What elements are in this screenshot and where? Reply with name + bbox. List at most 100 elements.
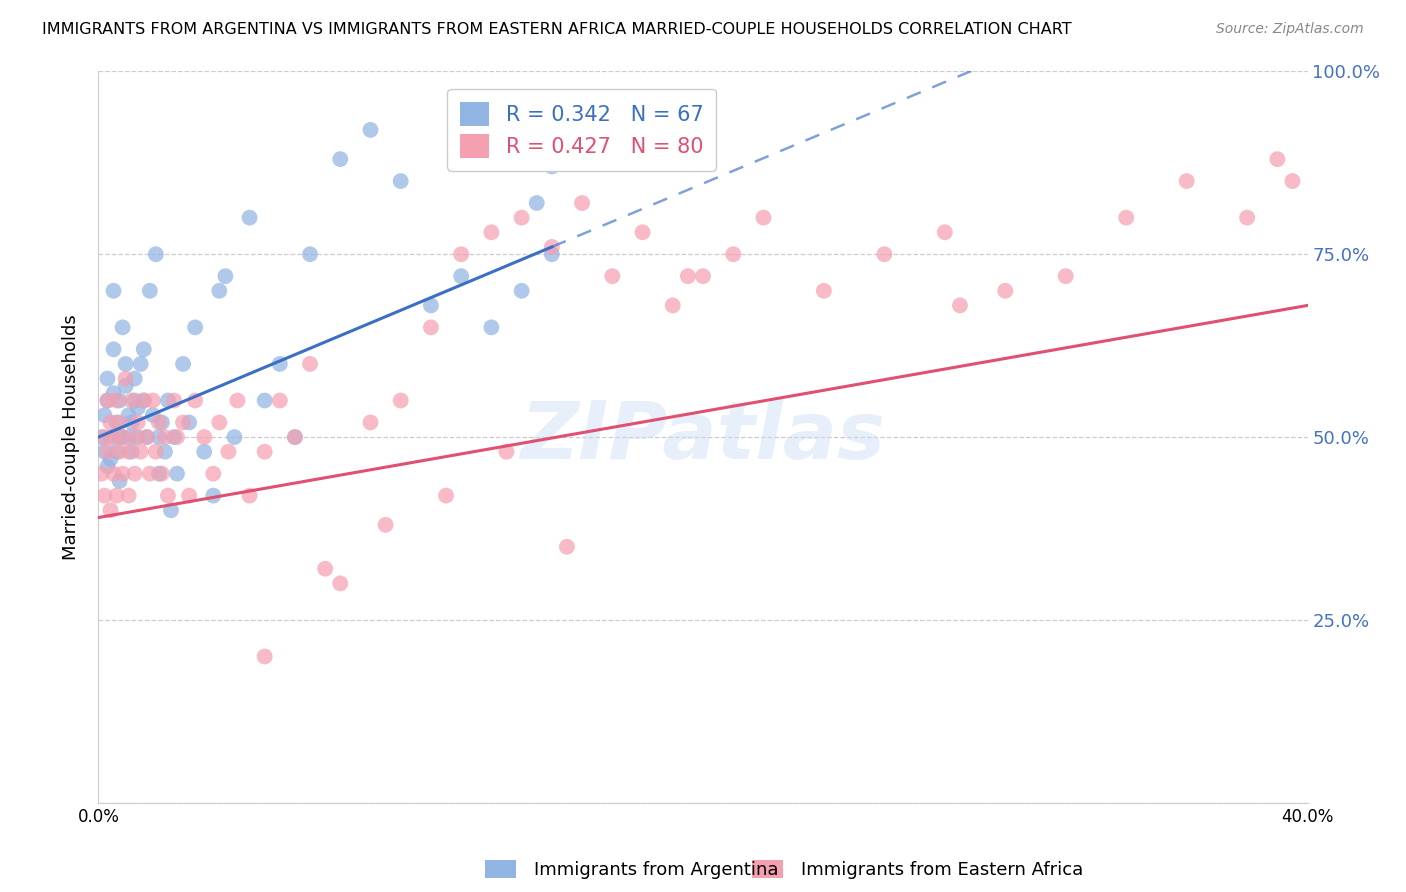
Point <box>111 430 134 444</box>
Point <box>118 408 141 422</box>
Text: IMMIGRANTS FROM ARGENTINA VS IMMIGRANTS FROM EASTERN AFRICA MARRIED-COUPLE HOUSE: IMMIGRANTS FROM ARGENTINA VS IMMIGRANTS … <box>42 22 1071 37</box>
Point <box>103 343 125 357</box>
Point <box>121 416 143 430</box>
Point <box>723 247 745 261</box>
Point <box>114 357 136 371</box>
Point <box>813 284 835 298</box>
Point <box>934 225 956 239</box>
Point <box>148 416 170 430</box>
Point <box>105 489 128 503</box>
Text: Immigrants from Argentina: Immigrants from Argentina <box>534 861 779 879</box>
Point <box>239 211 262 225</box>
Point <box>226 393 249 408</box>
Point <box>90 467 112 481</box>
Point <box>224 430 246 444</box>
Point <box>156 393 179 408</box>
Point <box>145 247 167 261</box>
Point <box>239 489 262 503</box>
Point <box>100 452 122 467</box>
Point <box>114 379 136 393</box>
Point <box>148 467 170 481</box>
Point <box>93 430 115 444</box>
Point <box>172 416 194 430</box>
Point <box>540 160 562 174</box>
Point <box>108 444 131 458</box>
Point <box>214 269 236 284</box>
Point <box>253 393 276 408</box>
Point <box>994 284 1017 298</box>
Point <box>1054 269 1077 284</box>
Point <box>93 408 115 422</box>
Point <box>193 444 215 458</box>
Point <box>1236 211 1258 225</box>
Point <box>420 320 443 334</box>
Point <box>253 649 276 664</box>
Point <box>153 430 176 444</box>
Point <box>540 247 562 261</box>
Point <box>193 430 215 444</box>
Point <box>108 416 131 430</box>
Point <box>692 269 714 284</box>
Point <box>96 459 118 474</box>
Point <box>150 416 173 430</box>
Point <box>142 393 165 408</box>
Point <box>602 269 624 284</box>
Point <box>329 576 352 591</box>
Point <box>752 211 775 225</box>
Point <box>450 269 472 284</box>
Point <box>96 393 118 408</box>
Point <box>105 393 128 408</box>
Text: Immigrants from Eastern Africa: Immigrants from Eastern Africa <box>801 861 1084 879</box>
Point <box>631 225 654 239</box>
Point <box>118 489 141 503</box>
Point <box>124 371 146 385</box>
Point <box>360 123 382 137</box>
Point <box>873 247 896 261</box>
Point <box>217 444 239 458</box>
Point <box>118 430 141 444</box>
Point <box>103 386 125 401</box>
Point <box>481 225 503 239</box>
Point <box>172 357 194 371</box>
Point <box>450 247 472 261</box>
Point <box>526 196 548 211</box>
Point <box>360 416 382 430</box>
Point <box>420 298 443 312</box>
Point <box>208 416 231 430</box>
Point <box>676 269 699 284</box>
Point <box>661 298 683 312</box>
Point <box>90 430 112 444</box>
Point <box>100 503 122 517</box>
Point <box>269 393 291 408</box>
Point <box>166 430 188 444</box>
Point <box>156 489 179 503</box>
Point <box>299 357 322 371</box>
Point <box>534 137 557 152</box>
Point <box>389 393 412 408</box>
Point <box>163 393 186 408</box>
Point <box>127 401 149 415</box>
Point <box>108 474 131 488</box>
Point <box>132 343 155 357</box>
Point <box>135 430 157 444</box>
Point <box>93 489 115 503</box>
Point <box>105 416 128 430</box>
Point <box>105 444 128 458</box>
Point <box>135 430 157 444</box>
Point <box>540 240 562 254</box>
Point <box>129 357 152 371</box>
Point <box>184 320 207 334</box>
Point <box>481 320 503 334</box>
Point <box>179 416 201 430</box>
Point <box>510 211 533 225</box>
Point <box>96 444 118 458</box>
Point <box>253 444 276 458</box>
Point <box>124 393 146 408</box>
Point <box>949 298 972 312</box>
Point <box>93 444 115 458</box>
Point <box>1115 211 1137 225</box>
Point <box>571 196 593 211</box>
Point <box>111 430 134 444</box>
Y-axis label: Married-couple Households: Married-couple Households <box>62 314 80 560</box>
Point <box>124 467 146 481</box>
